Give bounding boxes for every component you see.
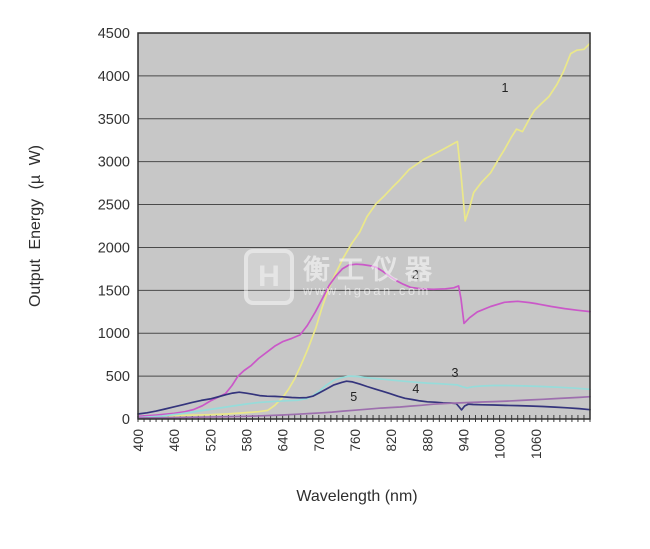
x-tick-label-760: 760 bbox=[348, 429, 363, 452]
y-tick-label-3000: 3000 bbox=[98, 155, 130, 171]
y-tick-label-2000: 2000 bbox=[98, 240, 130, 256]
x-tick-label-520: 520 bbox=[203, 429, 218, 452]
plot-border bbox=[137, 32, 591, 420]
x-tick-label-460: 460 bbox=[167, 429, 182, 452]
x-axis-title: Wavelength (nm) bbox=[296, 488, 418, 505]
x-tick-label-880: 880 bbox=[420, 429, 435, 452]
series-line-3 bbox=[137, 375, 591, 419]
x-tick-label-700: 700 bbox=[312, 429, 327, 452]
x-tick-label-940: 940 bbox=[456, 429, 471, 452]
y-tick-label-0: 0 bbox=[122, 412, 130, 428]
x-tick-label-580: 580 bbox=[239, 429, 254, 452]
y-tick-label-2500: 2500 bbox=[98, 198, 130, 214]
series-label-4: 4 bbox=[412, 382, 419, 396]
y-tick-label-1000: 1000 bbox=[98, 326, 130, 342]
x-tick-label-820: 820 bbox=[384, 429, 399, 452]
y-tick-label-500: 500 bbox=[106, 369, 130, 385]
y-tick-label-1500: 1500 bbox=[98, 283, 130, 299]
y-tick-label-4000: 4000 bbox=[98, 69, 130, 85]
x-tick-label-1060: 1060 bbox=[529, 429, 544, 459]
y-tick-label-3500: 3500 bbox=[98, 112, 130, 128]
series-label-2: 2 bbox=[412, 268, 419, 282]
series-line-2 bbox=[137, 263, 591, 418]
series-label-3: 3 bbox=[452, 366, 459, 380]
y-tick-label-4500: 4500 bbox=[98, 26, 130, 42]
series-label-5: 5 bbox=[350, 390, 357, 404]
plot-background bbox=[138, 33, 590, 419]
x-tick-label-400: 400 bbox=[131, 429, 146, 452]
series-line-5 bbox=[137, 395, 591, 419]
x-tick-label-640: 640 bbox=[276, 429, 291, 452]
series-line-1 bbox=[137, 42, 591, 418]
y-axis-title: Output Energy (µ W) bbox=[27, 144, 44, 308]
series-label-1: 1 bbox=[502, 81, 509, 95]
series-line-4 bbox=[137, 380, 591, 415]
x-tick-label-1000: 1000 bbox=[493, 429, 508, 459]
